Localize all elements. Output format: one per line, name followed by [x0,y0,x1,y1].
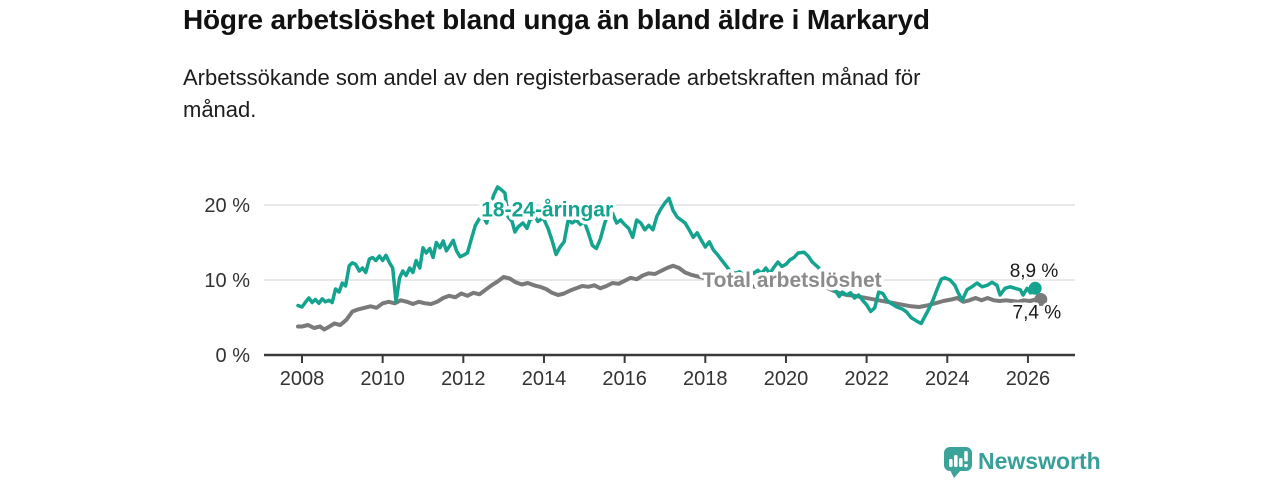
x-tick-label: 2010 [360,368,405,390]
newsworthy-logo-icon [944,447,972,478]
logo-bar-icon [959,458,963,467]
x-tick-label: 2014 [522,368,567,390]
x-tick-label: 2018 [683,368,728,390]
brand-footer: Newsworthy [930,438,1114,480]
line-chart: 0 % 10 % 20 % 2008 2010 2012 2014 2016 2018 2020 2… [204,185,1075,390]
y-tick-label: 20 % [204,195,250,217]
logo-bar-icon [954,455,958,467]
x-tick-label: 2020 [764,368,809,390]
page-title: Högre arbetslöshet bland unga än bland ä… [183,4,930,35]
chart-subtitle: Arbetssökande som andel av den registerb… [183,65,921,122]
brand-name: Newsworthy [978,448,1100,474]
end-value-label: 7,4 % [1013,302,1062,323]
series-end-dot-18-24 [1028,281,1042,295]
x-tick-label: 2008 [280,368,325,390]
end-value-label: 8,9 % [1010,261,1059,282]
x-tick-label: 2024 [925,368,970,390]
series-label: 18-24-åringar [481,198,613,221]
logo-bar-icon [949,459,953,467]
y-tick-label: 10 % [204,270,250,292]
series-line-18-24 [296,185,1037,326]
x-tick-label: 2016 [602,368,647,390]
logo-exclamation-dot-icon [964,464,968,468]
x-tick-label: 2026 [1006,368,1051,390]
x-tick-label: 2022 [844,368,889,390]
series-end-dot-total [1034,293,1048,306]
series-label: Total arbetslöshet [702,269,881,292]
series-line-total [296,263,1043,332]
x-tick-label: 2012 [441,368,486,390]
y-tick-label: 0 % [216,345,251,367]
logo-exclamation-icon [964,451,968,462]
